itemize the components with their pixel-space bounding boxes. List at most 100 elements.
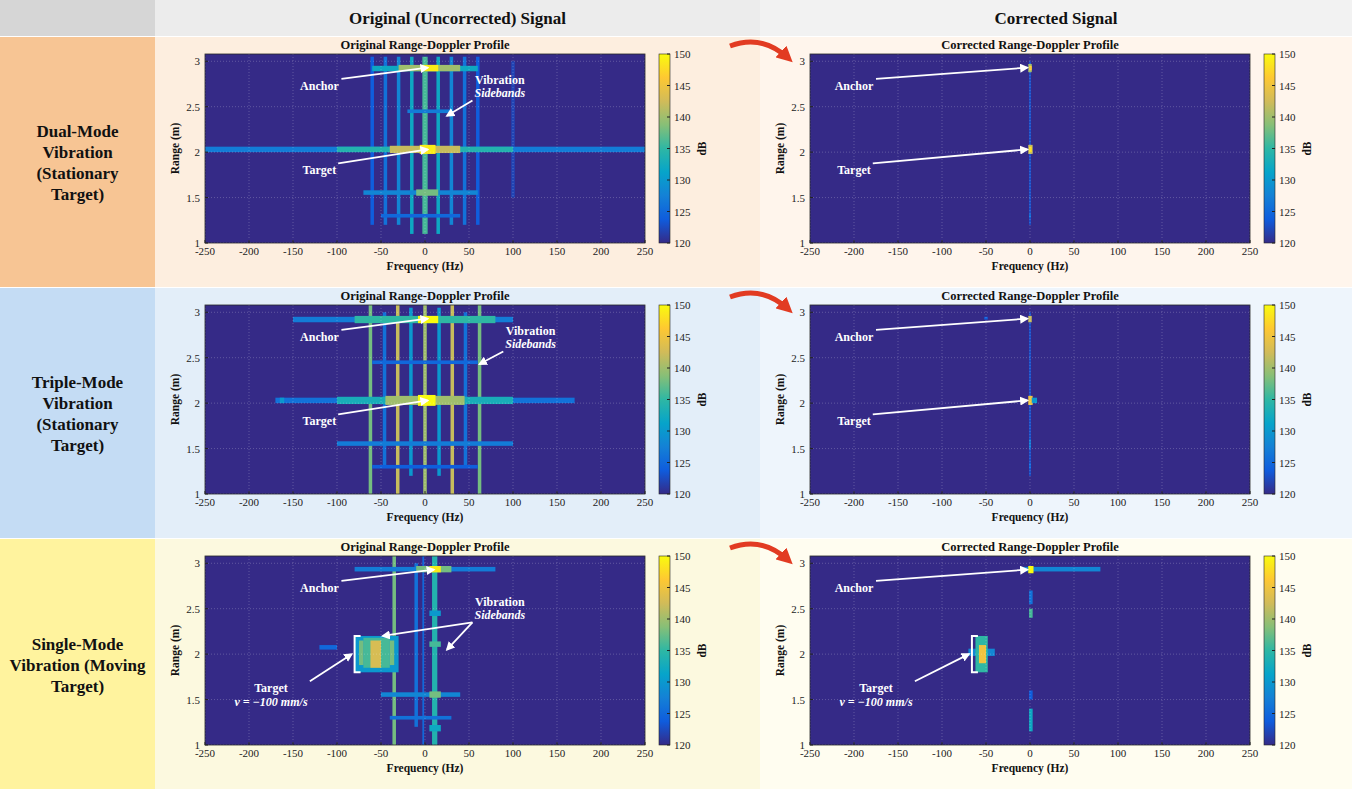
y-tick-label: 1 xyxy=(195,488,201,500)
grid-line xyxy=(1030,556,1031,745)
x-tick xyxy=(249,742,250,745)
colorbar-tick-label: 145 xyxy=(1279,331,1296,343)
colorbar-tick-label: 130 xyxy=(674,676,691,688)
panel-title: Corrected Range-Doppler Profile xyxy=(941,540,1119,554)
grid-line xyxy=(205,654,645,655)
colorbar-tick xyxy=(667,368,670,369)
colorbar xyxy=(1264,556,1275,745)
colorbar-tick-label: 150 xyxy=(674,48,691,60)
panel-background xyxy=(760,539,1352,789)
annotation-arrow xyxy=(338,400,427,414)
panel-title: Original Range-Doppler Profile xyxy=(341,38,510,52)
grid-line xyxy=(557,305,558,494)
grid-line xyxy=(601,54,602,243)
colorbar-tick xyxy=(667,713,670,714)
plot-frame xyxy=(810,54,1250,243)
grid-line xyxy=(425,54,426,243)
y-tick-label: 2 xyxy=(800,146,806,158)
row-label-cell xyxy=(0,37,155,287)
colorbar-tick-label: 130 xyxy=(1279,425,1296,437)
grid-line xyxy=(1074,54,1075,243)
colorbar-tick xyxy=(1272,682,1275,683)
colorbar-label: dB xyxy=(1301,643,1313,657)
x-tick-label: 0 xyxy=(422,747,428,759)
annotation-text: v = −100 mm/s xyxy=(839,695,912,709)
x-tick-label: -100 xyxy=(327,245,348,257)
header-cell xyxy=(760,0,1352,36)
annotation-text: Target xyxy=(837,163,871,177)
grid-line xyxy=(810,106,1250,107)
colorbar-tick-label: 150 xyxy=(1279,299,1296,311)
annotation-text: Anchor xyxy=(835,330,874,344)
grid-line xyxy=(205,152,645,153)
cells xyxy=(968,566,1100,731)
colorbar-tick xyxy=(1272,619,1275,620)
column-title: Original (Uncorrected) Signal xyxy=(349,9,566,28)
bracket xyxy=(355,636,361,672)
grid-line xyxy=(1074,305,1075,494)
y-tick-label: 3 xyxy=(195,306,201,318)
y-tick-label: 1.5 xyxy=(791,443,805,455)
colorbar-tick-label: 120 xyxy=(1279,237,1296,249)
annotation-text: Target xyxy=(837,414,871,428)
grid-line xyxy=(986,54,987,243)
cell xyxy=(390,716,452,720)
annotation-arrow xyxy=(876,319,1027,330)
grid-line xyxy=(810,608,1250,609)
x-tick-label: 100 xyxy=(505,747,522,759)
grid-line xyxy=(205,448,645,449)
y-tick xyxy=(810,403,813,404)
colorbar-tick-label: 125 xyxy=(1279,708,1296,720)
colorbar-tick xyxy=(1272,587,1275,588)
colorbar-label: dB xyxy=(1301,392,1313,406)
colorbar-tick xyxy=(667,619,670,620)
cell xyxy=(463,57,467,225)
colorbar-tick xyxy=(667,494,670,495)
panel-title: Corrected Range-Doppler Profile xyxy=(941,38,1119,52)
x-tick-label: -50 xyxy=(374,496,389,508)
x-tick-label: 0 xyxy=(1027,245,1033,257)
y-tick-label: 1.5 xyxy=(186,192,200,204)
y-tick-label: 1 xyxy=(195,237,201,249)
colorbar-tick xyxy=(667,587,670,588)
colorbar-tick-label: 135 xyxy=(1279,394,1296,406)
cell xyxy=(1028,145,1032,154)
colorbar-tick xyxy=(1272,494,1275,495)
cell xyxy=(319,645,337,650)
x-tick-label: 0 xyxy=(1027,496,1033,508)
annotations: AnchorTargetv = −100 mm/s xyxy=(835,570,1028,709)
grid-line xyxy=(293,556,294,745)
y-tick xyxy=(810,197,813,198)
x-tick-label: 250 xyxy=(1242,245,1259,257)
grid-line xyxy=(601,556,602,745)
annotation-arrow xyxy=(873,149,1028,163)
colorbar-tick-label: 135 xyxy=(1279,143,1296,155)
colorbar-tick-label: 140 xyxy=(674,362,691,374)
colorbar-tick xyxy=(1272,305,1275,306)
x-tick-label: -100 xyxy=(932,747,953,759)
colorbar-tick-label: 135 xyxy=(674,645,691,657)
x-tick-label: -200 xyxy=(239,245,260,257)
x-tick xyxy=(854,491,855,494)
y-tick-label: 2.5 xyxy=(791,352,805,364)
colorbar-tick-label: 145 xyxy=(674,331,691,343)
grid-line xyxy=(1162,556,1163,745)
grid-line xyxy=(205,403,645,404)
transition-arrow xyxy=(730,42,788,58)
y-tick-label: 3 xyxy=(800,55,806,67)
y-tick-label: 1 xyxy=(800,237,806,249)
annotation-text: Target xyxy=(254,681,288,695)
x-tick-label: -200 xyxy=(239,747,260,759)
row-label-line: Target) xyxy=(51,677,104,696)
cell xyxy=(280,398,284,403)
x-tick-label: -150 xyxy=(283,496,304,508)
grid-line xyxy=(810,654,1250,655)
colorbar-tick xyxy=(667,117,670,118)
colorbar xyxy=(1264,305,1275,494)
colorbar-tick xyxy=(667,682,670,683)
y-tick xyxy=(810,448,813,449)
x-tick-label: 0 xyxy=(422,496,428,508)
x-tick xyxy=(986,491,987,494)
grid-line xyxy=(986,556,987,745)
cell xyxy=(363,638,389,668)
